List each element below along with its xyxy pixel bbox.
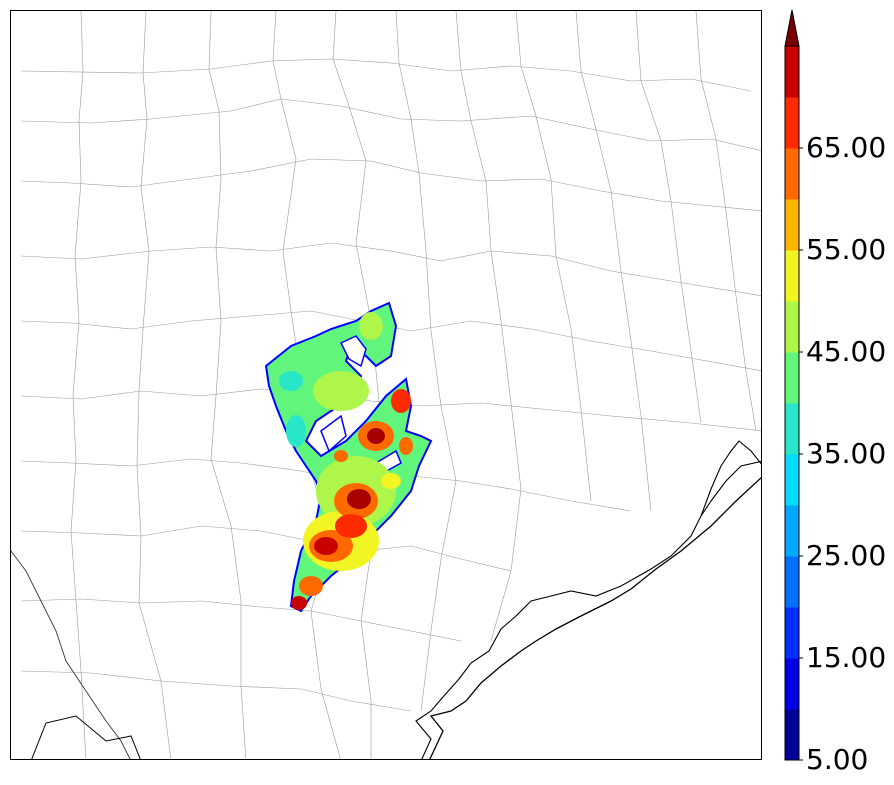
colorbar-tick-label: 55.00 xyxy=(806,233,887,266)
colorbar-extend-arrow xyxy=(784,9,800,47)
map-panel xyxy=(10,10,762,760)
colorbar-tick-label: 25.00 xyxy=(806,539,887,572)
colorbar-segment xyxy=(785,352,799,404)
colorbar-segment xyxy=(785,658,799,710)
field-hole-north xyxy=(339,335,367,368)
colorbar-tick-label: 45.00 xyxy=(806,335,887,368)
bay-shoreline xyxy=(415,460,761,759)
colorbar-segment xyxy=(785,250,799,302)
map-canvas xyxy=(11,11,761,759)
colorbar: 5.00 15.00 25.00 35.00 45.00 55.00 65.00 xyxy=(780,8,890,774)
colorbar-segment xyxy=(785,199,799,251)
colorbar-tick-label: 35.00 xyxy=(806,437,887,470)
state-border-south xyxy=(31,715,141,759)
field-overlay xyxy=(264,301,433,613)
colorbar-segment xyxy=(785,709,799,761)
colorbar-border xyxy=(784,45,800,761)
colorbar-segment xyxy=(785,556,799,608)
colorbar-segment xyxy=(785,97,799,149)
coastline xyxy=(429,476,761,759)
galveston-bay xyxy=(700,440,761,517)
county-boundaries xyxy=(20,11,761,759)
colorbar-tick-label: 65.00 xyxy=(806,131,887,164)
colorbar-segment xyxy=(785,505,799,557)
colorbar-tick-label: 15.00 xyxy=(806,641,887,674)
field-hole-west xyxy=(320,414,347,453)
colorbar-segment xyxy=(785,46,799,98)
colorbar-tick-label: 5.00 xyxy=(806,743,869,776)
state-border xyxy=(11,550,131,759)
colorbar-segment xyxy=(785,403,799,455)
colorbar-segment xyxy=(785,301,799,353)
colorbar-segment xyxy=(785,454,799,506)
colorbar-scale xyxy=(784,9,803,761)
colorbar-segment xyxy=(785,148,799,200)
colorbar-segment xyxy=(785,607,799,659)
